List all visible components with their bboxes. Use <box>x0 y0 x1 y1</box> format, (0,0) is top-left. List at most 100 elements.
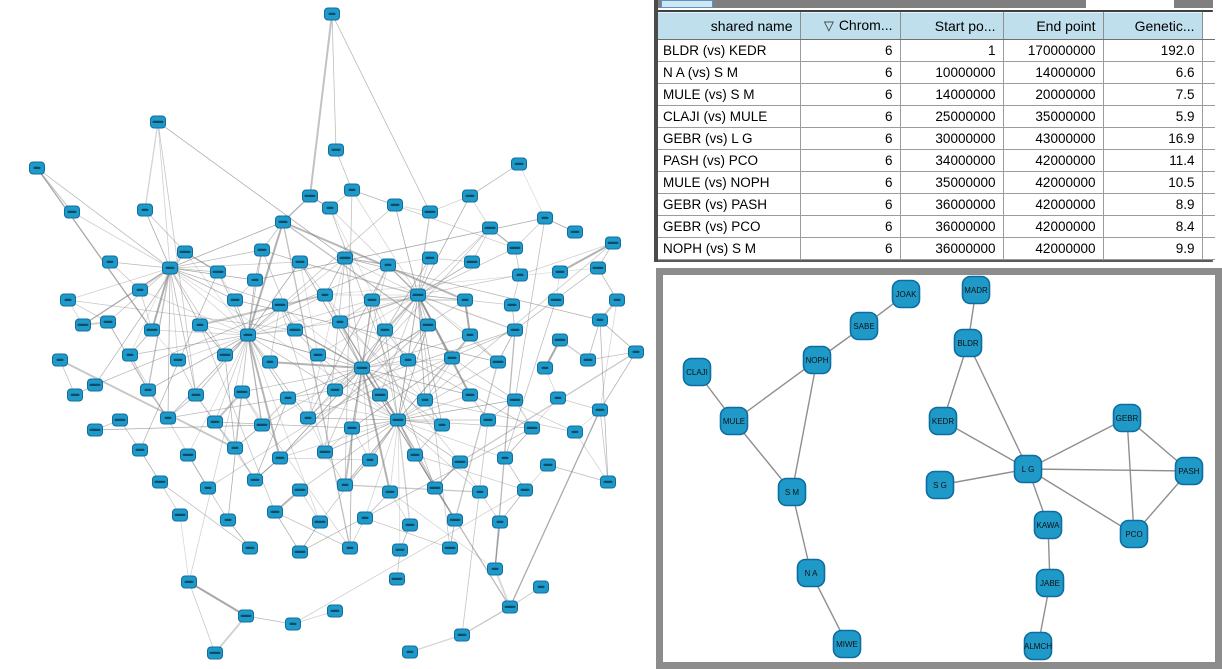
node-ALMCH[interactable]: ALMCH <box>1023 631 1053 661</box>
left-network-node[interactable] <box>567 425 583 439</box>
cell-value[interactable]: 1 <box>900 39 1004 62</box>
left-network-node[interactable] <box>132 443 148 457</box>
table-row[interactable]: PASH (vs) PCO 6 34000000 42000000 11.4 <box>658 149 1215 172</box>
left-network-node[interactable] <box>160 411 176 425</box>
cell-value[interactable]: 9.9 <box>1103 237 1203 260</box>
left-network-node[interactable] <box>292 483 308 497</box>
left-network-node[interactable] <box>100 315 116 329</box>
left-network-node[interactable] <box>177 245 193 259</box>
left-network-node[interactable] <box>210 265 226 279</box>
subnetwork-view[interactable]: JOAK MADR SABE NOPH CLAJI MULE BLDR KEDR GEBR L G… <box>663 275 1215 662</box>
cell-value[interactable]: 35000000 <box>900 171 1004 194</box>
left-network-node[interactable] <box>162 261 178 275</box>
node-shape[interactable] <box>849 311 879 341</box>
left-network-node[interactable] <box>517 483 533 497</box>
left-network-node[interactable] <box>267 505 283 519</box>
left-network-node[interactable] <box>272 298 288 312</box>
left-network-node[interactable] <box>462 328 478 342</box>
cell-value[interactable]: 35000000 <box>1003 105 1104 128</box>
left-network-node[interactable] <box>364 293 380 307</box>
left-network-node[interactable] <box>227 441 243 455</box>
left-network-node[interactable] <box>332 315 348 329</box>
table-row[interactable]: CLAJI (vs) MULE 6 25000000 35000000 5.9 <box>658 105 1215 128</box>
left-network-node[interactable] <box>492 515 508 529</box>
left-network-node[interactable] <box>507 241 523 255</box>
table-row[interactable]: BLDR (vs) KEDR 6 1 170000000 192.0 <box>658 39 1215 62</box>
cell-value[interactable]: 8.9 <box>1103 193 1203 216</box>
left-network-node[interactable] <box>302 189 318 203</box>
left-network-node[interactable] <box>122 348 138 362</box>
cell-shared-name[interactable]: GEBR (vs) PCO <box>658 215 801 238</box>
node-shape[interactable] <box>796 558 826 588</box>
left-network-node[interactable] <box>207 415 223 429</box>
left-network-node[interactable] <box>322 201 338 215</box>
left-network-node[interactable] <box>192 318 208 332</box>
cell-value[interactable]: 42000000 <box>1003 171 1104 194</box>
left-network-node[interactable] <box>402 645 418 659</box>
filter-icon[interactable]: ▽ <box>823 18 834 33</box>
cell-value[interactable]: 16.9 <box>1103 127 1203 150</box>
left-network-node[interactable] <box>137 203 153 217</box>
left-network-node[interactable] <box>609 293 625 307</box>
node-shape[interactable] <box>1119 519 1149 549</box>
cell-shared-name[interactable]: CLAJI (vs) MULE <box>658 105 801 128</box>
node-MADR[interactable]: MADR <box>961 275 991 305</box>
column-header-end-point[interactable]: End point <box>1003 12 1104 40</box>
left-network-node[interactable] <box>480 413 496 427</box>
left-network-node[interactable] <box>507 323 523 337</box>
left-network-node[interactable] <box>590 261 606 275</box>
node-BLDR[interactable]: BLDR <box>953 328 983 358</box>
left-network-node[interactable] <box>327 383 343 397</box>
left-network-node[interactable] <box>292 255 308 269</box>
cell-value[interactable]: 36000000 <box>900 193 1004 216</box>
left-network-node[interactable] <box>144 323 160 337</box>
left-network-node[interactable] <box>490 355 506 369</box>
left-network-node[interactable] <box>382 485 398 499</box>
left-network-node[interactable] <box>464 255 480 269</box>
node-shape[interactable] <box>1013 454 1043 484</box>
node-shape[interactable] <box>891 279 921 309</box>
table-row[interactable]: N A (vs) S M 6 10000000 14000000 6.6 <box>658 61 1215 84</box>
node-shape[interactable] <box>925 470 955 500</box>
node-shape[interactable] <box>832 629 862 659</box>
left-network-node[interactable] <box>552 265 568 279</box>
left-network-node[interactable] <box>200 481 216 495</box>
left-network-node[interactable] <box>482 221 498 235</box>
left-network-node[interactable] <box>292 545 308 559</box>
left-network-node[interactable] <box>447 513 463 527</box>
cell-value[interactable]: 170000000 <box>1003 39 1104 62</box>
left-network-node[interactable] <box>280 391 296 405</box>
main-network-view[interactable] <box>0 0 656 669</box>
left-network-node[interactable] <box>354 361 370 375</box>
left-network-node[interactable] <box>387 198 403 212</box>
left-network-node[interactable] <box>181 575 197 589</box>
left-network-node[interactable] <box>407 448 423 462</box>
left-network-node[interactable] <box>317 288 333 302</box>
cell-value[interactable]: 34000000 <box>900 149 1004 172</box>
left-network-node[interactable] <box>580 353 596 367</box>
cell-shared-name[interactable]: GEBR (vs) PASH <box>658 193 801 216</box>
left-network-node[interactable] <box>402 518 418 532</box>
node-shape[interactable] <box>802 345 832 375</box>
left-network-node[interactable] <box>247 473 263 487</box>
node-N-A[interactable]: N A <box>796 558 826 588</box>
left-network-node[interactable] <box>287 323 303 337</box>
left-network-node[interactable] <box>217 348 233 362</box>
cell-value[interactable]: 6 <box>800 237 901 260</box>
node-GEBR[interactable]: GEBR <box>1112 403 1142 433</box>
left-network-node[interactable] <box>533 580 549 594</box>
cell-value[interactable]: 14000000 <box>900 83 1004 106</box>
node-KEDR[interactable]: KEDR <box>928 406 958 436</box>
left-network-node[interactable] <box>112 413 128 427</box>
left-network-node[interactable] <box>442 541 458 555</box>
cell-value[interactable]: 42000000 <box>1003 237 1104 260</box>
left-network-node[interactable] <box>64 205 80 219</box>
cell-value[interactable]: 6 <box>800 149 901 172</box>
left-network-node[interactable] <box>537 211 553 225</box>
left-network-node[interactable] <box>524 421 540 435</box>
cell-value[interactable]: 11.4 <box>1103 149 1203 172</box>
node-shape[interactable] <box>1033 510 1063 540</box>
left-network-node[interactable] <box>567 225 583 239</box>
cell-value[interactable]: 6 <box>800 39 901 62</box>
left-network-node[interactable] <box>254 243 270 257</box>
